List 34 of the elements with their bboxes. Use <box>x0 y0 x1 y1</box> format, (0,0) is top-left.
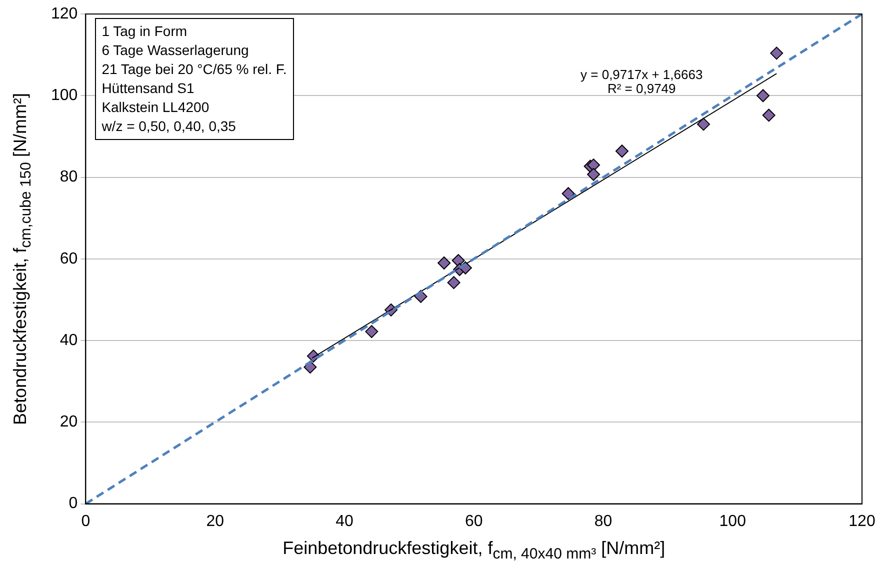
x-axis-title: Feinbetondruckfestigkeit, f$_{cm, 40x40 mm³}$ [N/mm²] <box>282 538 666 562</box>
point <box>762 108 776 122</box>
annotation: w/z = 0,50, 0,40, 0,35 <box>102 117 237 136</box>
x-tick-label: 100 <box>719 512 746 530</box>
y-tick-label: 20 <box>60 414 78 431</box>
x-tick-label: 20 <box>206 512 224 530</box>
point <box>770 46 784 60</box>
y-tick-label: 40 <box>60 332 78 349</box>
x-tick-label: 0 <box>81 512 90 530</box>
annotation: 6 Tage Wasserlagerung <box>102 41 250 60</box>
annotation: Hüttensand S1 <box>102 79 196 98</box>
annotation: R² = 0,9749 <box>607 81 676 96</box>
point <box>587 158 600 172</box>
y-tick-label: 80 <box>60 168 78 186</box>
annotation: 1 Tag in Form <box>102 22 188 41</box>
x-tick-label: 60 <box>464 512 483 530</box>
annotation: Kalkstein LL4200 <box>102 98 210 117</box>
x-tick-label: 120 <box>848 512 876 530</box>
y-tick-label: 100 <box>50 87 78 104</box>
point <box>562 187 575 200</box>
annotation: y = 0,9717x + 1,6663 <box>580 67 703 82</box>
point <box>615 144 628 158</box>
point <box>447 276 460 290</box>
y-tick-label: 120 <box>50 5 78 22</box>
point <box>697 118 710 131</box>
y-tick-label: 60 <box>60 250 78 268</box>
annotation: 21 Tage bei 20 °C/65 % rel. F. <box>102 60 287 79</box>
point <box>756 89 770 102</box>
y-tick-label: 0 <box>68 495 78 512</box>
point <box>438 256 451 270</box>
point <box>365 325 378 338</box>
x-tick-label: 80 <box>594 512 612 530</box>
point <box>587 168 600 181</box>
x-tick-label: 40 <box>336 512 354 530</box>
